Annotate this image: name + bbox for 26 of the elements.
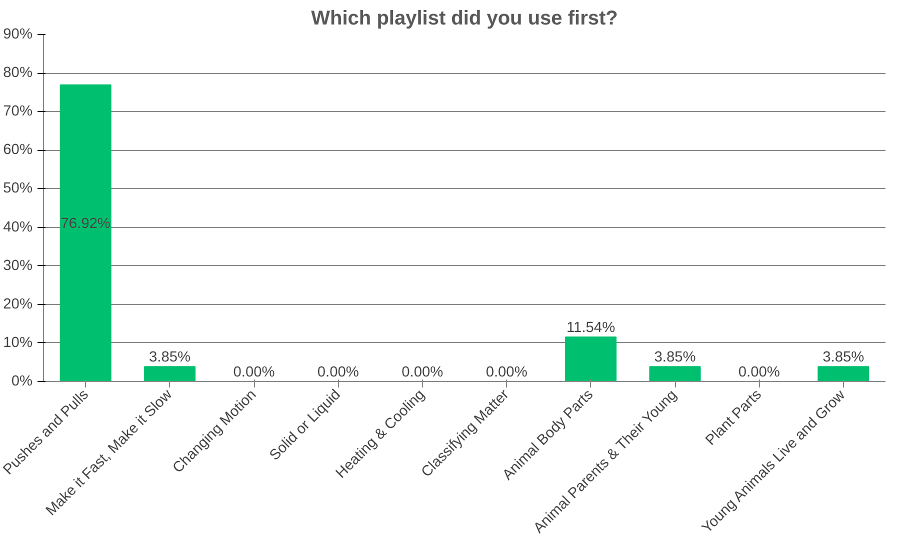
y-tick-label: 60% <box>3 142 33 158</box>
y-tick-label: 80% <box>3 65 33 82</box>
y-tick-label: 90% <box>3 26 33 42</box>
bar <box>565 336 617 382</box>
y-tick-label: 20% <box>3 296 33 312</box>
data-label: 3.85% <box>654 350 696 366</box>
bar <box>144 366 196 382</box>
bar <box>60 84 112 382</box>
y-tick-label: 70% <box>3 104 33 120</box>
y-tick-label: 30% <box>3 258 33 274</box>
data-label: 3.85% <box>149 350 191 366</box>
y-tick-label: 10% <box>3 334 33 351</box>
y-tick-label: 50% <box>3 180 33 197</box>
y-tick-label: 0% <box>11 374 33 390</box>
y-tick-label: 40% <box>3 219 33 236</box>
data-label: 0.00% <box>317 364 359 380</box>
data-label: 0.00% <box>738 364 780 380</box>
chart-title: Which playlist did you use first? <box>311 8 618 30</box>
bar <box>818 366 870 382</box>
data-label: 0.00% <box>233 364 275 380</box>
bar <box>649 366 701 382</box>
data-label: 3.85% <box>822 350 864 366</box>
data-label: 76.92% <box>60 216 110 232</box>
data-label: 11.54% <box>566 320 616 336</box>
data-label: 0.00% <box>402 364 444 380</box>
data-label: 0.00% <box>486 364 528 380</box>
